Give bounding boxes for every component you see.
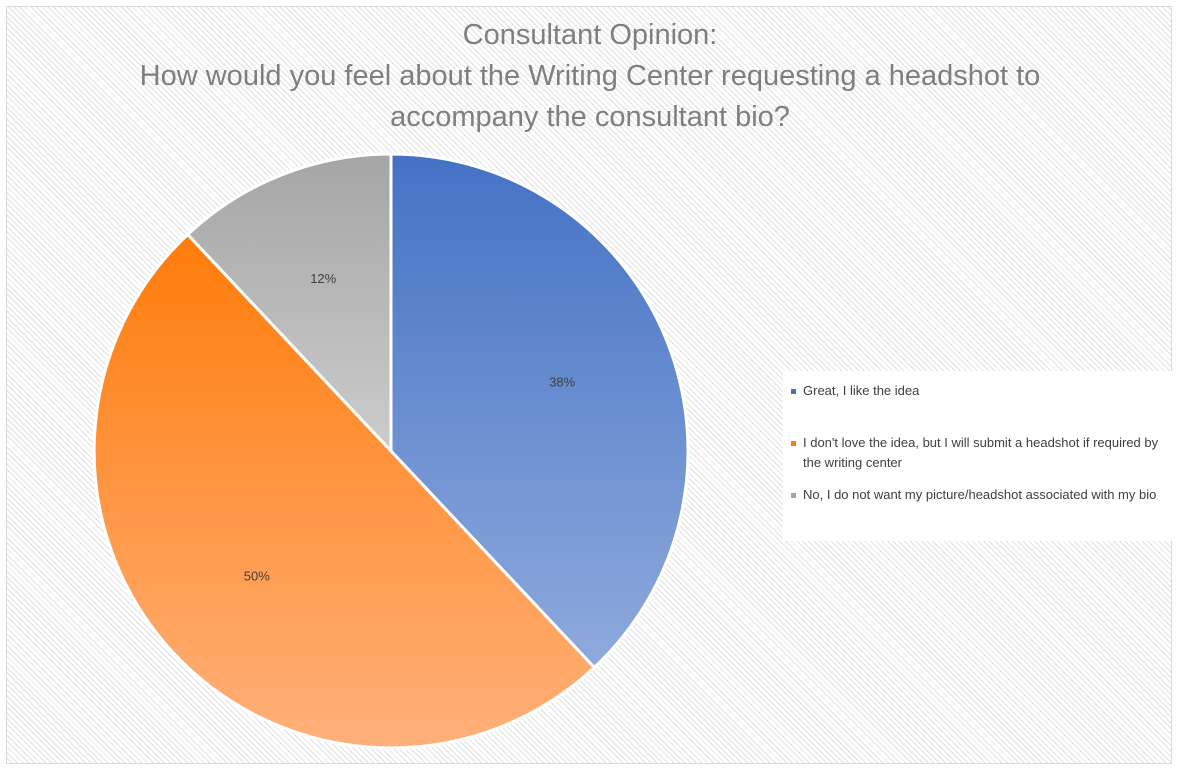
- chart-title-line-3: accompany the consultant bio?: [390, 101, 790, 133]
- legend: Great, I like the idea I don't love the …: [783, 371, 1175, 541]
- chart-area: Consultant Opinion: How would you feel a…: [6, 6, 1175, 764]
- chart-title: Consultant Opinion: How would you feel a…: [7, 15, 1173, 138]
- chart-title-line-2: How would you feel about the Writing Cen…: [139, 60, 1041, 92]
- legend-label-great: Great, I like the idea: [803, 383, 920, 398]
- pie-chart: 38% 50% 12%: [92, 152, 690, 750]
- legend-label-dont-love: I don't love the idea, but I will submit…: [803, 435, 1159, 470]
- legend-swatch-dont-love: [791, 441, 796, 446]
- data-label-no: 12%: [310, 271, 336, 286]
- data-label-great: 38%: [549, 375, 575, 390]
- chart-title-line-1: Consultant Opinion:: [462, 19, 718, 51]
- legend-swatch-no: [791, 493, 796, 498]
- legend-item-no: No, I do not want my picture/headshot as…: [791, 485, 1171, 505]
- pie-slice-great: [389, 152, 690, 670]
- legend-item-dont-love: I don't love the idea, but I will submit…: [791, 433, 1171, 473]
- legend-swatch-great: [791, 389, 796, 394]
- legend-label-no: No, I do not want my picture/headshot as…: [803, 487, 1157, 502]
- pie-slice-no: [185, 152, 393, 455]
- data-label-dont-love: 50%: [244, 568, 270, 583]
- pie-slice-dont-love: [92, 232, 597, 750]
- legend-item-great: Great, I like the idea: [791, 381, 1171, 401]
